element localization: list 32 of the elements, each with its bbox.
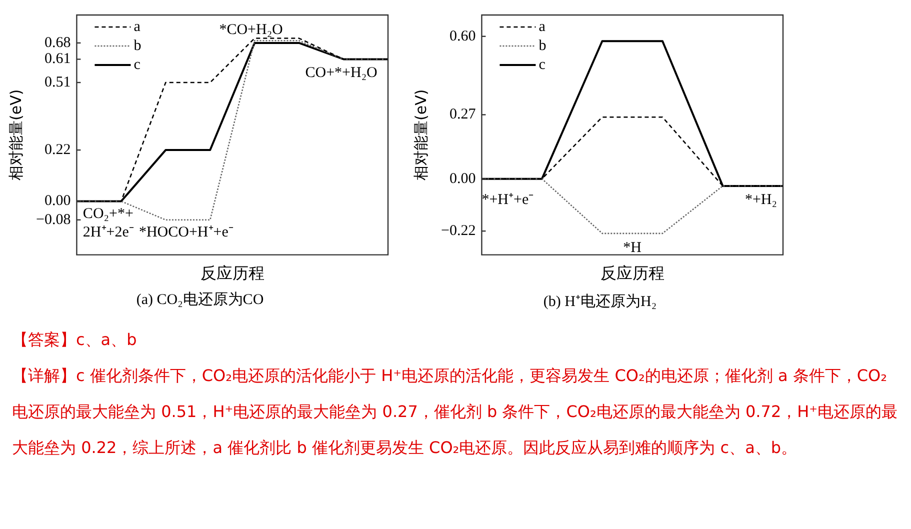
- y-tick-label: 0.51: [44, 74, 71, 90]
- y-tick-label: −0.22: [440, 222, 476, 239]
- y-tick-label: 0.61: [44, 51, 71, 68]
- annotation: *H: [623, 240, 642, 256]
- y-tick-label: 0.22: [44, 142, 71, 158]
- annotation: CO+*+H₂O: [305, 65, 378, 82]
- x-axis-title: 反应历程: [200, 264, 264, 283]
- text: 【答案】c、a、b: [12, 329, 138, 351]
- legend-label: b: [538, 38, 546, 54]
- y-tick-label: −0.08: [36, 212, 71, 228]
- x-axis-title: 反应历程: [600, 264, 664, 283]
- y-tick-label: 0.00: [44, 193, 71, 210]
- legend-label: c: [134, 56, 141, 73]
- annotation: *+H⁺+e⁻: [482, 192, 534, 208]
- legend-label: b: [134, 38, 142, 54]
- y-tick-label: 0.00: [449, 170, 476, 187]
- annotation: CO₂+*+: [82, 206, 134, 222]
- annotation: *CO+H₂O: [219, 22, 284, 38]
- y-axis-title: 相对能量(eV): [6, 89, 25, 180]
- y-tick-label: 0.27: [449, 106, 476, 123]
- y-tick-label: 0.60: [449, 28, 476, 44]
- y-tick-label: 0.68: [44, 34, 71, 51]
- annotation: *HOCO+H⁺+e⁻: [138, 224, 234, 241]
- legend-label: c: [538, 56, 546, 73]
- text: (a) CO₂电还原为CO: [135, 290, 265, 309]
- text: 【详解】c 催化剂条件下，CO₂电还原的活化能小于 H⁺电还原的活化能，更容易发生 CO₂的电还原；催化剂 a 条件下，CO₂电还原的最大能垒为 0.51，H⁺电还原的最大能垒为 0.27，催化剂 b 条件下，CO₂电还原的最大能垒为 0.72，H⁺电还原的最大能垒为 0.22，综上所述，a 催化剂比 b 催化剂更易发生 CO₂电还原。因此反应从易到难的顺序为 c、a、b。: [12, 365, 899, 459]
- text: (b) H⁺电还原为H₂: [542, 292, 658, 311]
- annotation: 2H⁺+2e⁻: [82, 224, 134, 241]
- y-axis-title: 相对能量(eV): [412, 89, 430, 180]
- annotation: *+H₂: [744, 192, 777, 208]
- legend-label: a: [538, 18, 546, 35]
- legend-label: a: [134, 18, 141, 35]
